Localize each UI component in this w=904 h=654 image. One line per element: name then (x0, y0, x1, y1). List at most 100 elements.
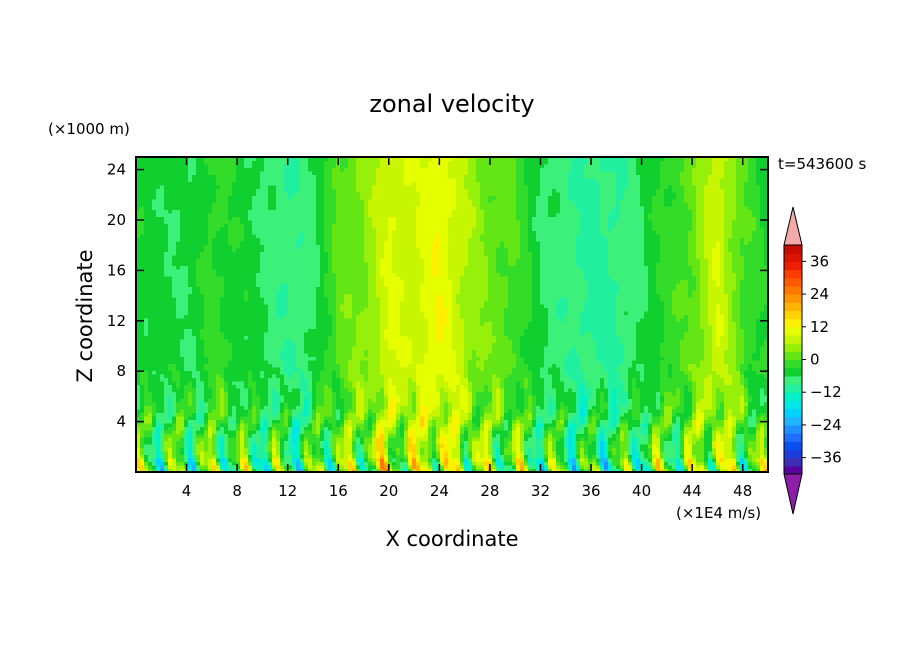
heatmap-cell (520, 461, 525, 466)
heatmap-cell (348, 447, 353, 452)
heatmap-cell (312, 370, 317, 375)
heatmap-cell (136, 370, 141, 375)
heatmap-cell (736, 423, 741, 427)
heatmap-cell (292, 381, 297, 385)
heatmap-cell (564, 405, 569, 410)
heatmap-cell (288, 430, 293, 434)
heatmap-cell (700, 440, 705, 445)
heatmap-cell (664, 381, 669, 385)
heatmap-cell (724, 384, 729, 389)
heatmap-cell (224, 423, 229, 427)
heatmap-cell (616, 444, 621, 448)
heatmap-cell (732, 433, 737, 438)
heatmap-cell (268, 468, 273, 472)
heatmap-cell (460, 419, 465, 424)
heatmap-cell (720, 374, 725, 378)
heatmap-cell (708, 374, 713, 378)
heatmap-cell (468, 426, 473, 431)
heatmap-cell (280, 416, 285, 420)
heatmap-cell (580, 402, 585, 406)
heatmap-cell (456, 412, 461, 417)
heatmap-cell (396, 395, 401, 399)
heatmap-cell (268, 433, 273, 438)
heatmap-cell (492, 377, 497, 382)
heatmap-cell (328, 416, 333, 420)
heatmap-cell (208, 370, 213, 375)
heatmap-cell (324, 430, 329, 434)
heatmap-cell (556, 447, 561, 452)
heatmap-cell (492, 437, 497, 441)
heatmap-cell (456, 388, 461, 392)
heatmap-cell (276, 423, 281, 427)
heatmap-cell (156, 405, 161, 410)
heatmap-cell (316, 391, 321, 396)
heatmap-cell (332, 458, 337, 462)
heatmap-cell (600, 405, 605, 410)
heatmap-cell (184, 370, 189, 375)
heatmap-cell (228, 458, 233, 462)
heatmap-cell (332, 451, 337, 455)
heatmap-cell (716, 416, 721, 420)
heatmap-cell (660, 370, 665, 375)
heatmap-cell (140, 412, 145, 417)
heatmap-cell (280, 367, 285, 371)
heatmap-cell (168, 461, 173, 466)
heatmap-cell (536, 381, 541, 385)
heatmap-cell (588, 416, 593, 420)
heatmap-cell (312, 402, 317, 406)
heatmap-cell (716, 391, 721, 396)
heatmap-cell (528, 419, 533, 424)
heatmap-cell (300, 374, 305, 378)
heatmap-cell (360, 447, 365, 452)
heatmap-cell (188, 433, 193, 438)
heatmap-cell (384, 416, 389, 420)
heatmap-cell (264, 360, 269, 364)
heatmap-cell (336, 423, 341, 427)
heatmap-cell (612, 377, 617, 382)
heatmap-cell (760, 444, 765, 448)
heatmap-cell (476, 433, 481, 438)
heatmap-cell (752, 384, 757, 389)
heatmap-cell (444, 447, 449, 452)
heatmap-cell (596, 437, 601, 441)
heatmap-cell (356, 384, 361, 389)
heatmap-cell (304, 430, 309, 434)
heatmap-cell (608, 398, 613, 403)
heatmap-cell (640, 426, 645, 431)
heatmap-cell (204, 416, 209, 420)
heatmap-cell (640, 398, 645, 403)
heatmap-cell (732, 423, 737, 427)
heatmap-cell (744, 423, 749, 427)
heatmap-cell (724, 444, 729, 448)
heatmap-cell (272, 430, 277, 434)
heatmap-cell (624, 419, 629, 424)
heatmap-cell (448, 363, 453, 368)
heatmap-cell (764, 409, 768, 413)
heatmap-cell (440, 426, 445, 431)
heatmap-cell (284, 381, 289, 385)
heatmap-cell (328, 461, 333, 466)
heatmap-cell (600, 433, 605, 438)
heatmap-cell (416, 458, 421, 462)
heatmap-cell (484, 454, 489, 459)
heatmap-cell (744, 458, 749, 462)
heatmap-cell (244, 381, 249, 385)
heatmap-cell (208, 461, 213, 466)
heatmap-cell (252, 398, 257, 403)
heatmap-cell (632, 461, 637, 466)
heatmap-cell (500, 423, 505, 427)
heatmap-cell (284, 402, 289, 406)
heatmap-cell (464, 423, 469, 427)
heatmap-cell (344, 430, 349, 434)
heatmap-cell (748, 402, 753, 406)
heatmap-cell (232, 374, 237, 378)
heatmap-cell (396, 444, 401, 448)
heatmap-cell (136, 454, 141, 459)
heatmap-cell (520, 468, 525, 472)
heatmap-cell (168, 381, 173, 385)
heatmap-cell (216, 384, 221, 389)
heatmap-cell (532, 405, 537, 410)
heatmap-cell (344, 384, 349, 389)
heatmap-cell (144, 398, 149, 403)
heatmap-cell (544, 461, 549, 466)
